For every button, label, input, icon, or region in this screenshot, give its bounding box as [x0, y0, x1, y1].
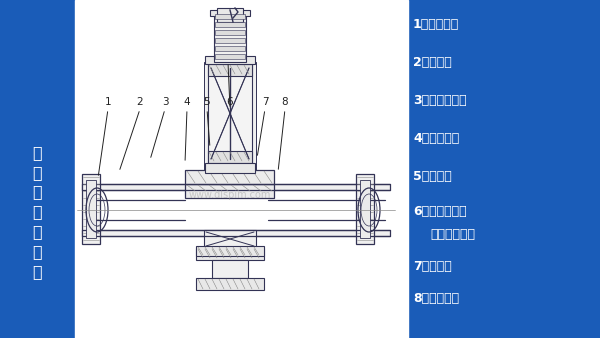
- Bar: [215, 30, 245, 35]
- Text: 4: 4: [184, 97, 190, 107]
- Bar: [210, 10, 250, 16]
- Text: 8: 8: [281, 97, 289, 107]
- Text: 6: 6: [227, 97, 233, 107]
- Text: 8－后导向体: 8－后导向体: [413, 292, 459, 305]
- Text: 1－紧固件；: 1－紧固件；: [413, 18, 459, 31]
- Bar: [204, 62, 256, 170]
- Text: 信号检测器；: 信号检测器；: [430, 228, 475, 241]
- Text: 7－轴承；: 7－轴承；: [413, 260, 452, 273]
- Bar: [205, 56, 255, 64]
- Text: 1: 1: [104, 97, 112, 107]
- Bar: [196, 246, 264, 256]
- Bar: [215, 54, 245, 59]
- Text: 7: 7: [262, 97, 268, 107]
- Bar: [208, 151, 252, 163]
- Bar: [82, 174, 100, 244]
- Text: 3: 3: [161, 97, 169, 107]
- Bar: [356, 174, 374, 244]
- Bar: [215, 46, 245, 51]
- Bar: [86, 180, 96, 238]
- Bar: [185, 170, 274, 184]
- Text: 4－止推片；: 4－止推片；: [413, 132, 459, 145]
- Bar: [204, 230, 256, 248]
- Bar: [215, 14, 245, 19]
- Bar: [196, 248, 264, 260]
- Text: www.dlspim.com: www.dlspim.com: [189, 190, 271, 200]
- Text: 2－壳体；: 2－壳体；: [413, 56, 452, 69]
- Text: 5: 5: [203, 97, 211, 107]
- Bar: [208, 64, 252, 163]
- Bar: [212, 260, 248, 278]
- Bar: [215, 22, 245, 27]
- Text: 6－电磁感应式: 6－电磁感应式: [413, 205, 467, 218]
- Text: 3－前导向体；: 3－前导向体；: [413, 94, 467, 107]
- Bar: [214, 12, 246, 62]
- Text: 涡
轮
流
量
计
结
构: 涡 轮 流 量 计 结 构: [32, 145, 42, 279]
- Bar: [208, 64, 252, 76]
- Bar: [215, 38, 245, 43]
- Text: 2: 2: [137, 97, 143, 107]
- Bar: [82, 184, 390, 190]
- Bar: [185, 184, 274, 198]
- Bar: [217, 8, 243, 22]
- Bar: [205, 163, 255, 173]
- Bar: [75, 0, 408, 338]
- Text: 5－叶轮；: 5－叶轮；: [413, 170, 452, 183]
- Bar: [360, 180, 370, 238]
- Bar: [196, 278, 264, 290]
- Bar: [82, 230, 390, 236]
